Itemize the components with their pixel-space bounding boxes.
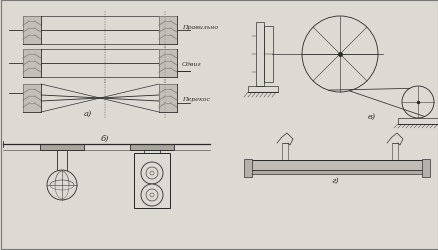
Circle shape bbox=[47, 170, 77, 200]
Text: а): а) bbox=[84, 110, 92, 118]
Bar bbox=[134, 154, 170, 208]
Bar bbox=[159, 85, 177, 112]
Text: г): г) bbox=[331, 176, 338, 184]
Bar bbox=[23, 85, 41, 112]
Bar bbox=[255, 23, 263, 87]
Bar bbox=[144, 150, 159, 166]
Bar bbox=[148, 165, 155, 170]
Bar bbox=[159, 50, 177, 78]
Bar bbox=[130, 144, 173, 150]
Text: б): б) bbox=[101, 134, 109, 142]
Bar bbox=[23, 17, 41, 45]
Text: Правильно: Правильно bbox=[182, 26, 218, 30]
Bar bbox=[421, 159, 429, 177]
Bar bbox=[23, 50, 41, 78]
Circle shape bbox=[141, 162, 162, 184]
Bar bbox=[159, 17, 177, 45]
Bar bbox=[263, 27, 272, 83]
Text: Сдвиг: Сдвиг bbox=[182, 61, 201, 66]
Circle shape bbox=[150, 193, 154, 197]
Bar bbox=[57, 150, 67, 175]
Circle shape bbox=[150, 171, 154, 175]
Text: Перекос: Перекос bbox=[182, 96, 209, 101]
Text: в): в) bbox=[367, 112, 375, 120]
Bar bbox=[247, 170, 425, 174]
Bar bbox=[40, 144, 84, 150]
Bar bbox=[244, 159, 251, 177]
Circle shape bbox=[146, 189, 158, 201]
Bar bbox=[247, 160, 425, 170]
Circle shape bbox=[141, 184, 162, 206]
Bar bbox=[397, 118, 437, 124]
Circle shape bbox=[146, 167, 158, 179]
Bar bbox=[247, 87, 277, 93]
